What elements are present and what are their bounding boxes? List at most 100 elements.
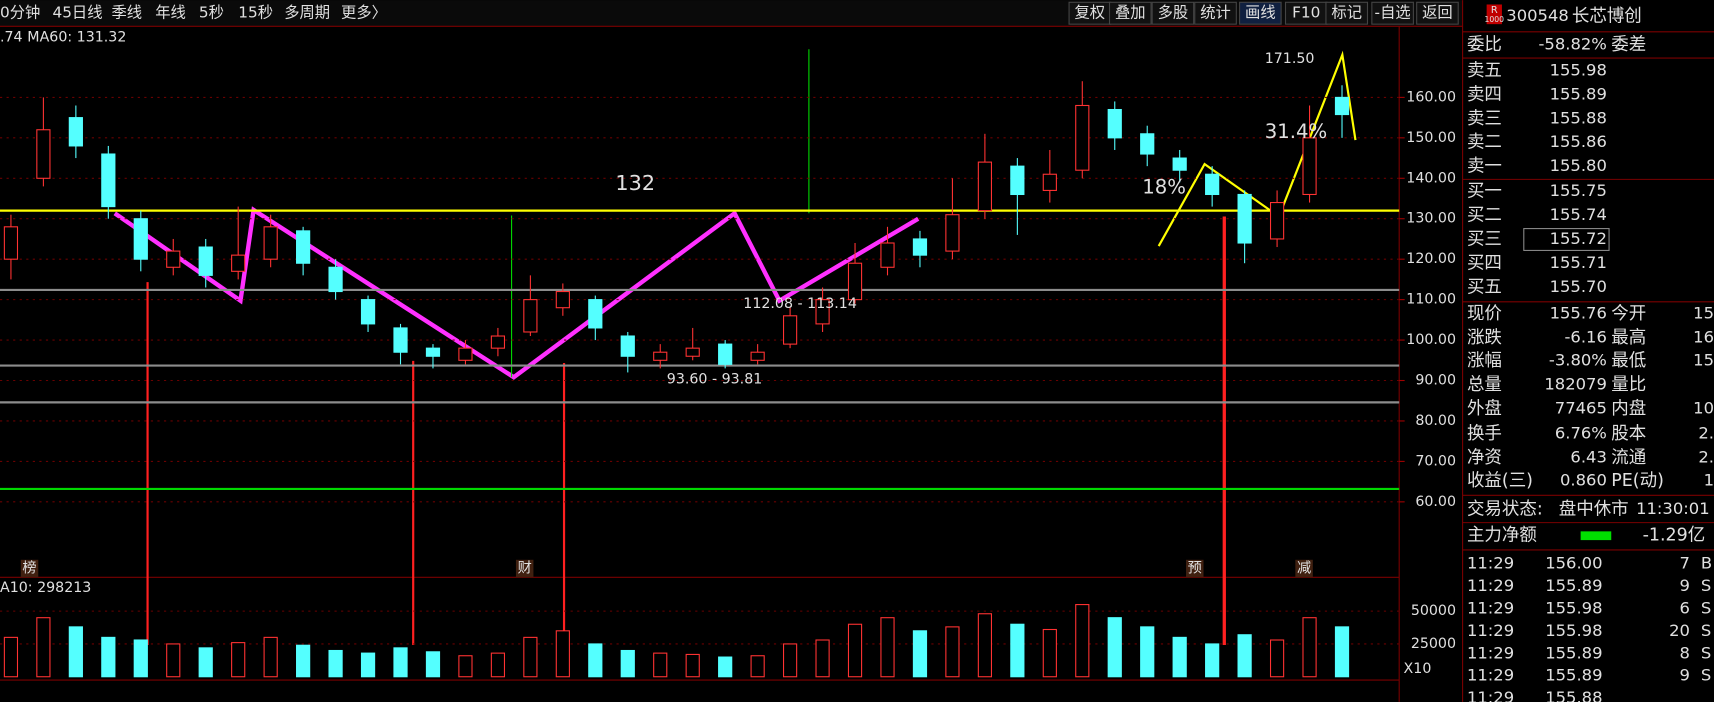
- ask-label: 卖一: [1467, 156, 1502, 176]
- y-tick-label: 80.00: [1415, 413, 1456, 429]
- zoom-label: X10: [1404, 661, 1432, 677]
- trade-price: 156.00: [1545, 554, 1602, 573]
- toolbar-item[interactable]: 标记: [1331, 4, 1362, 22]
- volume-bar: [1237, 634, 1252, 678]
- volume-bar: [101, 636, 116, 678]
- toolbar-item[interactable]: 季线: [111, 4, 142, 22]
- stat-label: 换手: [1467, 424, 1502, 444]
- toolbar-item[interactable]: 15秒: [238, 4, 273, 22]
- candle-body: [847, 262, 863, 301]
- candle-body: [458, 347, 473, 361]
- stat-label: 股本: [1611, 424, 1646, 444]
- toolbar-item[interactable]: 45日线: [52, 4, 102, 22]
- toolbar-item[interactable]: 多股: [1158, 4, 1189, 22]
- volume-bar: [490, 652, 506, 678]
- candle-body: [166, 250, 181, 268]
- annotation: 18%: [1142, 176, 1186, 199]
- stat-label: 现价: [1467, 304, 1502, 324]
- ma-legend: MA60: 131.32: [27, 29, 126, 45]
- stat-value: 6.76%: [1555, 424, 1607, 443]
- stat-value: -6.16: [1565, 327, 1607, 346]
- trade-volume: 9: [1680, 576, 1690, 595]
- toolbar-item[interactable]: 0分钟: [0, 4, 40, 22]
- volume-bar: [263, 636, 278, 678]
- stat-value: 155.76: [1550, 303, 1607, 322]
- stat-label: 总量: [1467, 375, 1502, 395]
- toolbar-button[interactable]: [1194, 1, 1237, 25]
- candle-body: [1107, 108, 1122, 139]
- stat-value: 77465: [1555, 398, 1607, 417]
- candle-body: [555, 290, 570, 309]
- stat-label: 量比: [1611, 375, 1646, 395]
- badge: [1486, 4, 1502, 25]
- bid-label: 买二: [1467, 205, 1502, 225]
- y-tick-label: 130.00: [1406, 211, 1456, 227]
- candle-body: [1172, 157, 1187, 171]
- stat-value: 6.43: [1570, 448, 1606, 467]
- ask-price: 155.89: [1550, 84, 1607, 103]
- toolbar-item[interactable]: 复权: [1075, 4, 1106, 22]
- bid-label: 买五: [1467, 278, 1502, 298]
- volume-bar: [458, 655, 473, 678]
- toolbar-item[interactable]: -自选: [1375, 4, 1411, 22]
- toolbar-button[interactable]: [1108, 1, 1152, 25]
- candle-body: [263, 226, 278, 260]
- candle-body: [912, 238, 928, 256]
- stock-code: 300548: [1506, 6, 1569, 25]
- candle-body: [1042, 173, 1057, 191]
- candle-body: [1302, 137, 1317, 196]
- candle-body: [360, 299, 376, 325]
- ask-label: 卖二: [1467, 133, 1502, 153]
- toolbar-item[interactable]: 统计: [1200, 4, 1231, 22]
- volume-bar: [328, 649, 343, 678]
- trade-side: S: [1701, 576, 1711, 595]
- volume-legend: A10: 298213: [0, 580, 91, 596]
- volume-bar: [880, 617, 895, 678]
- toolbar-item[interactable]: 叠加: [1115, 4, 1146, 22]
- candle-body: [523, 299, 538, 333]
- toolbar-item[interactable]: 年线: [155, 4, 186, 22]
- bid-price: 155.74: [1550, 205, 1607, 224]
- event-label: 减: [1297, 560, 1311, 577]
- bid-price: 155.72: [1550, 229, 1607, 248]
- trade-side: S: [1701, 666, 1711, 685]
- toolbar-item[interactable]: 更多〉: [341, 4, 387, 22]
- candle-body: [1237, 193, 1252, 244]
- y-tick-label: 140.00: [1406, 170, 1456, 186]
- event-marker: [20, 559, 39, 578]
- event-label: 榜: [22, 560, 36, 577]
- volume-bar: [68, 626, 83, 678]
- event-label: 财: [518, 560, 532, 577]
- toolbar-button[interactable]: [1416, 1, 1459, 25]
- drawings: [113, 49, 1357, 646]
- volume-bar: [912, 630, 928, 678]
- value: 盘中休市: [1559, 500, 1629, 520]
- toolbar-button[interactable]: [1371, 1, 1414, 25]
- toolbar-item[interactable]: 5秒: [199, 4, 224, 22]
- toolbar-button[interactable]: [1151, 1, 1195, 25]
- candle-body: [36, 129, 51, 179]
- ma-legend: .74: [0, 29, 23, 45]
- toolbar-button[interactable]: [1325, 1, 1369, 25]
- trade-price: 155.98: [1545, 598, 1602, 617]
- volume-bar: [750, 655, 765, 678]
- candle-body: [296, 230, 311, 264]
- toolbar-item[interactable]: 画线: [1245, 4, 1276, 22]
- candle-body: [1140, 133, 1155, 155]
- candle-body: [68, 117, 83, 147]
- bid-label: 买一: [1467, 181, 1502, 201]
- trade-side: S: [1701, 598, 1711, 617]
- ask-price: 155.98: [1550, 61, 1607, 80]
- toolbar-item[interactable]: F10: [1292, 4, 1320, 22]
- toolbar-item[interactable]: 多周期: [284, 4, 330, 22]
- trade-time: 11:29: [1467, 643, 1514, 662]
- stat-label: 流通: [1611, 448, 1646, 468]
- ask-label: 卖四: [1467, 85, 1502, 105]
- candle-body: [490, 335, 506, 349]
- toolbar-item[interactable]: 返回: [1422, 4, 1453, 22]
- ask-price: 155.86: [1550, 132, 1607, 151]
- candle-body: [1010, 165, 1025, 196]
- y-tick-label: 60.00: [1415, 494, 1456, 510]
- toolbar-button[interactable]: [1239, 1, 1282, 25]
